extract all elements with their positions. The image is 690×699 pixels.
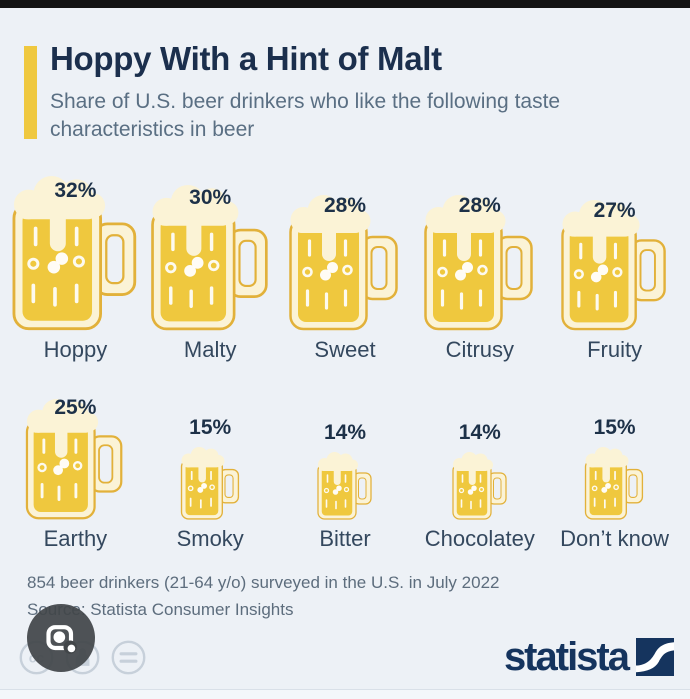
category-label: Don’t know	[560, 526, 669, 551]
beer-item-hoppy: 32% Hoppy	[8, 168, 143, 364]
beer-item-malty: 30% Malty	[143, 168, 278, 364]
statista-logo-icon	[636, 638, 674, 676]
category-label: Earthy	[43, 526, 108, 551]
percentage-label: 28%	[458, 194, 501, 217]
page-title: Hoppy With a Hint of Malt	[50, 40, 442, 77]
category-label: Hoppy	[43, 337, 108, 362]
beer-mug-icon	[452, 452, 508, 520]
percentage-label: 15%	[593, 416, 636, 439]
camera-lens-icon	[46, 625, 77, 654]
percentage-label: 32%	[54, 179, 97, 202]
category-label: Smoky	[176, 526, 244, 551]
beer-item-smoky: 15% Smoky	[143, 395, 278, 553]
percentage-label: 14%	[458, 421, 501, 444]
beer-mug-icon	[423, 195, 536, 331]
beer-mug-icon	[584, 447, 645, 520]
percentage-label: 30%	[189, 186, 232, 209]
top-black-bar	[0, 0, 690, 8]
category-label: Citrusy	[445, 337, 515, 362]
beer-mug-icon	[317, 452, 373, 520]
beer-item-bitter: 14% Bitter	[278, 395, 413, 553]
category-label: Bitter	[319, 526, 371, 551]
beer-item-don-t-know: 15% Don’t know	[547, 395, 682, 553]
mug-row-2: 25% Earthy 15%	[8, 395, 682, 553]
beer-mug-icon	[11, 176, 140, 331]
category-label: Fruity	[587, 337, 643, 362]
beer-mug-icon	[180, 447, 241, 520]
beer-mug-icon	[25, 399, 125, 520]
page-subtitle: Share of U.S. beer drinkers who like the…	[50, 90, 561, 141]
percentage-label: 15%	[189, 416, 232, 439]
percentage-label: 14%	[323, 421, 366, 444]
category-label: Chocolatey	[424, 526, 535, 551]
no-derivatives-equals-icon	[111, 640, 146, 675]
statista-branding: statista	[504, 637, 674, 677]
beer-item-sweet: 28% Sweet	[278, 168, 413, 364]
category-label: Malty	[183, 337, 237, 362]
beer-item-earthy: 25% Earthy	[8, 395, 143, 553]
percentage-label: 25%	[54, 396, 97, 419]
beer-item-fruity: 27% Fruity	[547, 168, 682, 364]
statista-wordmark: statista	[503, 635, 630, 679]
bottom-divider	[0, 689, 690, 699]
google-lens-button[interactable]	[27, 604, 95, 672]
survey-note: 854 beer drinkers (21-64 y/o) surveyed i…	[27, 573, 500, 592]
mug-row-1: 32% Hoppy 30%	[8, 168, 682, 364]
beer-item-chocolatey: 14% Chocolatey	[412, 395, 547, 553]
source-note: Source: Statista Consumer Insights	[27, 600, 294, 619]
beer-mug-icon	[560, 200, 669, 331]
beer-mug-icon	[288, 195, 401, 331]
title-accent-bar	[24, 46, 37, 139]
percentage-label: 28%	[323, 194, 366, 217]
category-label: Sweet	[314, 337, 376, 362]
beer-item-citrusy: 28% Citrusy	[412, 168, 547, 364]
beer-mug-icon	[150, 185, 271, 331]
percentage-label: 27%	[593, 199, 636, 222]
